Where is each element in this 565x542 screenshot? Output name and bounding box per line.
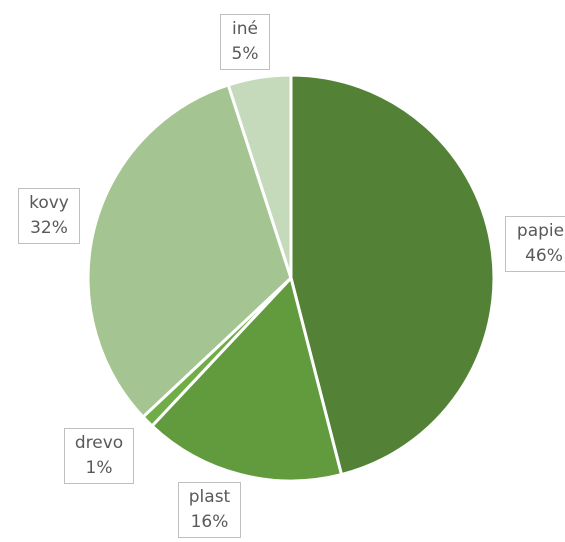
data-label-kovy: kovy 32% [18,188,80,244]
slice-name-drevo: drevo [74,433,124,453]
slice-value-ine: 5% [231,44,259,64]
slice-value-kovy: 32% [30,218,68,238]
data-label-ine: iné 5% [220,14,270,70]
data-label-drevo: drevo 1% [64,428,134,484]
data-label-papier: papier 46% [505,216,565,272]
slice-value-papier: 46% [525,246,563,266]
slice-name-kovy: kovy [29,193,69,213]
pie-slice-plast [150,276,343,483]
slice-name-plast: plast [188,487,231,507]
pie-slice-ine [226,73,293,280]
data-label-plast: plast 16% [178,482,241,538]
pie-slice-papier [289,73,496,477]
slice-name-ine: iné [232,19,258,39]
slice-value-drevo: 1% [85,458,113,478]
slice-name-papier: papier [516,221,565,241]
pie-slice-kovy [86,83,293,419]
slice-value-plast: 16% [190,512,229,532]
